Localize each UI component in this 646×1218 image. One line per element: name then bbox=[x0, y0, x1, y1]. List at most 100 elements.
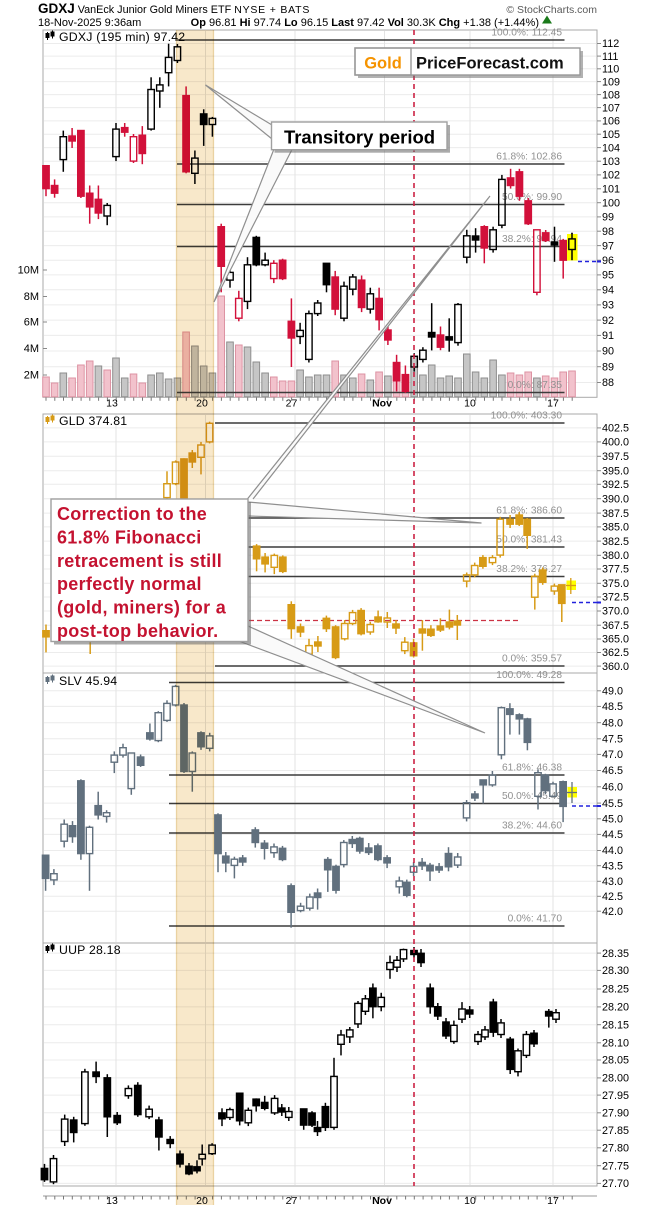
svg-text:45.5: 45.5 bbox=[602, 798, 623, 810]
svg-text:27.80: 27.80 bbox=[602, 1143, 629, 1155]
svg-text:27.95: 27.95 bbox=[602, 1090, 629, 1102]
svg-text:13: 13 bbox=[106, 1195, 118, 1207]
svg-text:365.0: 365.0 bbox=[602, 634, 629, 646]
svg-text:100.0%: 49.28: 100.0%: 49.28 bbox=[496, 670, 562, 681]
svg-text:106: 106 bbox=[602, 116, 620, 128]
svg-text:377.5: 377.5 bbox=[602, 564, 629, 576]
svg-text:97: 97 bbox=[602, 240, 614, 252]
svg-text:370.0: 370.0 bbox=[602, 606, 629, 618]
svg-text:61.8%: 102.86: 61.8%: 102.86 bbox=[496, 152, 562, 163]
svg-text:111: 111 bbox=[602, 51, 618, 63]
svg-text:retracement is still: retracement is still bbox=[57, 551, 222, 571]
svg-text:91: 91 bbox=[602, 330, 614, 342]
svg-text:392.5: 392.5 bbox=[602, 479, 629, 491]
svg-text:GDXJ VanEck Junior Gold Miners: GDXJ VanEck Junior Gold Miners ETF NYSE … bbox=[38, 1, 310, 16]
svg-text:post-top behavior.: post-top behavior. bbox=[57, 621, 218, 641]
svg-text:47.0: 47.0 bbox=[602, 749, 623, 761]
svg-text:28.05: 28.05 bbox=[602, 1055, 629, 1067]
svg-text:17: 17 bbox=[547, 1195, 559, 1207]
svg-text:360.0: 360.0 bbox=[602, 661, 629, 673]
svg-text:perfectly normal: perfectly normal bbox=[57, 574, 202, 594]
svg-text:367.5: 367.5 bbox=[602, 620, 629, 632]
svg-text:27.85: 27.85 bbox=[602, 1125, 629, 1137]
svg-text:28.20: 28.20 bbox=[602, 1002, 629, 1014]
svg-text:400.0: 400.0 bbox=[602, 437, 629, 449]
svg-text:49.0: 49.0 bbox=[602, 686, 623, 698]
svg-text:102: 102 bbox=[602, 170, 620, 182]
svg-text:89: 89 bbox=[602, 361, 614, 373]
svg-text:4M: 4M bbox=[24, 343, 39, 355]
svg-text:10: 10 bbox=[464, 398, 476, 410]
svg-text:10M: 10M bbox=[18, 265, 39, 277]
svg-text:47.5: 47.5 bbox=[602, 734, 623, 746]
svg-text:375.0: 375.0 bbox=[602, 578, 629, 590]
svg-text:© StockCharts.com: © StockCharts.com bbox=[506, 4, 597, 16]
svg-text:45.0: 45.0 bbox=[602, 814, 623, 826]
svg-text:10: 10 bbox=[464, 1195, 476, 1207]
svg-text:38.2%: 96.94: 38.2%: 96.94 bbox=[502, 234, 562, 245]
svg-text:395.0: 395.0 bbox=[602, 465, 629, 477]
svg-text:100.0%: 112.45: 100.0%: 112.45 bbox=[491, 28, 562, 39]
svg-text:48.5: 48.5 bbox=[602, 701, 623, 713]
svg-text:Nov: Nov bbox=[372, 1195, 392, 1207]
svg-text:18-Nov-2025 9:36am: 18-Nov-2025 9:36am bbox=[38, 17, 141, 29]
svg-text:109: 109 bbox=[602, 76, 620, 88]
svg-text:38.2%: 376.27: 38.2%: 376.27 bbox=[496, 564, 562, 575]
svg-text:98: 98 bbox=[602, 226, 614, 238]
svg-text:46.0: 46.0 bbox=[602, 782, 623, 794]
svg-text:SLV 45.94: SLV 45.94 bbox=[59, 674, 117, 688]
svg-text:28.00: 28.00 bbox=[602, 1073, 629, 1085]
svg-text:61.8%: 386.60: 61.8%: 386.60 bbox=[496, 506, 562, 517]
svg-text:28.15: 28.15 bbox=[602, 1019, 629, 1031]
svg-text:50.0%: 45.49: 50.0%: 45.49 bbox=[502, 791, 562, 802]
svg-text:27.70: 27.70 bbox=[602, 1178, 629, 1190]
svg-text:Gold: Gold bbox=[364, 55, 402, 73]
svg-text:397.5: 397.5 bbox=[602, 451, 629, 463]
svg-text:2M: 2M bbox=[24, 370, 39, 382]
svg-text:Transitory period: Transitory period bbox=[284, 127, 435, 148]
svg-text:105: 105 bbox=[602, 129, 620, 141]
svg-text:43.0: 43.0 bbox=[602, 876, 623, 888]
svg-text:61.8%: 46.38: 61.8%: 46.38 bbox=[502, 763, 562, 774]
svg-text:28.30: 28.30 bbox=[602, 965, 629, 977]
svg-text:0.0%: 359.57: 0.0%: 359.57 bbox=[502, 654, 562, 665]
svg-text:50.0%: 99.90: 50.0%: 99.90 bbox=[502, 192, 562, 203]
svg-text:107: 107 bbox=[602, 102, 620, 114]
svg-text:42.5: 42.5 bbox=[602, 891, 623, 903]
svg-text:382.5: 382.5 bbox=[602, 536, 629, 548]
svg-text:108: 108 bbox=[602, 89, 620, 101]
svg-text:100: 100 bbox=[602, 197, 620, 209]
svg-text:385.0: 385.0 bbox=[602, 522, 629, 534]
svg-text:27.90: 27.90 bbox=[602, 1108, 629, 1120]
svg-text:44.0: 44.0 bbox=[602, 845, 623, 857]
svg-text:390.0: 390.0 bbox=[602, 493, 629, 505]
svg-text:99: 99 bbox=[602, 212, 614, 224]
svg-text:94: 94 bbox=[602, 285, 614, 297]
svg-text:101: 101 bbox=[602, 184, 620, 196]
svg-text:110: 110 bbox=[602, 64, 619, 76]
svg-text:387.5: 387.5 bbox=[602, 508, 629, 520]
svg-text:28.10: 28.10 bbox=[602, 1038, 629, 1050]
svg-text:13: 13 bbox=[106, 398, 118, 410]
svg-text:Op 96.81 Hi 97.74 Lo 96.15 Las: Op 96.81 Hi 97.74 Lo 96.15 Last 97.42 Vo… bbox=[191, 17, 539, 29]
svg-text:50.0%: 381.43: 50.0%: 381.43 bbox=[496, 535, 562, 546]
svg-text:27.75: 27.75 bbox=[602, 1160, 629, 1172]
svg-text:17: 17 bbox=[547, 398, 559, 410]
svg-text:104: 104 bbox=[602, 142, 620, 154]
svg-text:GDXJ (195 min) 97.42: GDXJ (195 min) 97.42 bbox=[59, 30, 185, 44]
svg-text:(gold, miners) for a: (gold, miners) for a bbox=[57, 598, 227, 618]
svg-text:112: 112 bbox=[602, 38, 619, 50]
svg-text:44.5: 44.5 bbox=[602, 829, 623, 841]
svg-text:0.0%: 41.70: 0.0%: 41.70 bbox=[508, 914, 563, 925]
svg-text:0.0%: 87.35: 0.0%: 87.35 bbox=[508, 380, 563, 391]
svg-text:372.5: 372.5 bbox=[602, 592, 629, 604]
svg-text:95: 95 bbox=[602, 270, 614, 282]
svg-text:27: 27 bbox=[286, 398, 298, 410]
svg-text:46.5: 46.5 bbox=[602, 765, 623, 777]
svg-text:90: 90 bbox=[602, 346, 614, 358]
svg-text:92: 92 bbox=[602, 315, 614, 327]
svg-text:88: 88 bbox=[602, 377, 614, 389]
svg-text:28.35: 28.35 bbox=[602, 948, 629, 960]
svg-text:362.5: 362.5 bbox=[602, 647, 629, 659]
svg-text:43.5: 43.5 bbox=[602, 860, 623, 872]
